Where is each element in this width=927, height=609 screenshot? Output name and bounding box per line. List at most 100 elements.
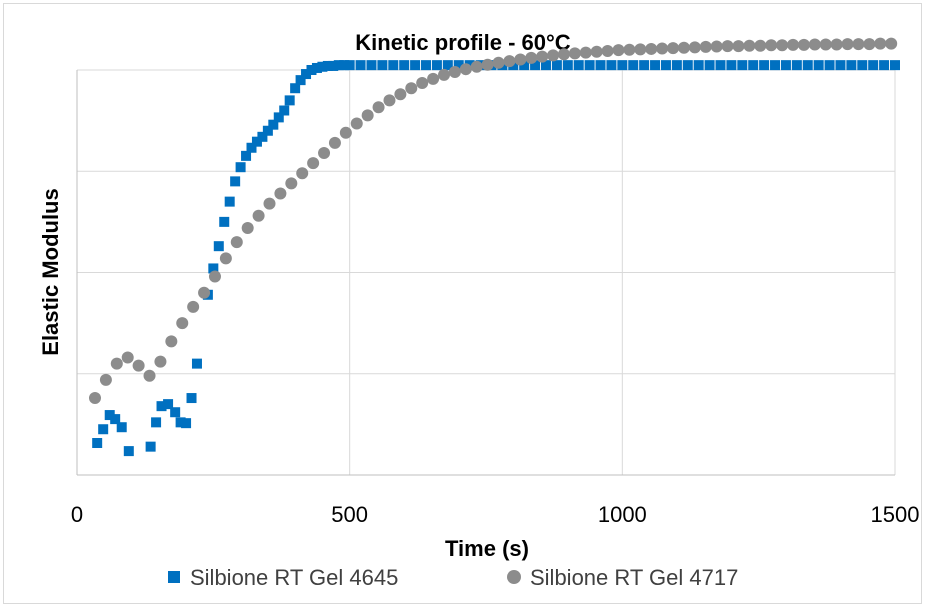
axes bbox=[76, 70, 895, 476]
data-point-4717 bbox=[350, 117, 363, 130]
data-point-4717 bbox=[525, 51, 538, 64]
data-point-4645 bbox=[339, 60, 350, 71]
data-point-4645 bbox=[650, 60, 661, 71]
data-point-4717 bbox=[492, 56, 505, 69]
data-point-4645 bbox=[219, 216, 230, 227]
data-point-4645 bbox=[279, 105, 290, 116]
data-point-4717 bbox=[787, 38, 800, 51]
data-point-4645 bbox=[366, 60, 377, 71]
data-point-4645 bbox=[399, 60, 410, 71]
data-point-4645 bbox=[737, 60, 748, 71]
data-point-4645 bbox=[295, 75, 306, 86]
data-point-4645 bbox=[519, 60, 530, 71]
data-point-4717 bbox=[765, 39, 778, 52]
data-point-4645 bbox=[377, 60, 388, 71]
data-point-4645 bbox=[584, 60, 595, 71]
data-point-4717 bbox=[503, 55, 516, 68]
gridlines bbox=[77, 69, 896, 475]
data-point-4717 bbox=[623, 43, 636, 56]
data-point-4645 bbox=[235, 162, 246, 173]
data-point-4645 bbox=[273, 112, 284, 123]
data-point-4645 bbox=[748, 60, 759, 71]
legend-marker-silbione-4717 bbox=[507, 570, 521, 584]
data-point-4645 bbox=[421, 60, 432, 71]
data-point-4717 bbox=[601, 44, 614, 57]
data-point-4645 bbox=[257, 131, 268, 142]
data-point-4645 bbox=[241, 150, 252, 161]
x-axis-title: Time (s) bbox=[445, 536, 529, 561]
data-point-4717 bbox=[438, 68, 451, 81]
data-point-4717 bbox=[808, 38, 821, 51]
data-point-4645 bbox=[268, 119, 279, 130]
data-point-4717 bbox=[252, 209, 265, 222]
data-point-4717 bbox=[165, 335, 178, 348]
chart-area bbox=[3, 3, 922, 604]
data-point-4717 bbox=[241, 221, 254, 234]
data-point-4717 bbox=[154, 355, 167, 368]
data-point-4717 bbox=[656, 42, 669, 55]
data-point-4717 bbox=[372, 101, 385, 114]
data-point-4645 bbox=[355, 60, 366, 71]
data-point-4645 bbox=[868, 60, 879, 71]
data-point-4645 bbox=[617, 60, 628, 71]
data-point-4645 bbox=[530, 60, 541, 71]
data-point-4645 bbox=[551, 60, 562, 71]
data-point-4645 bbox=[246, 142, 257, 153]
data-point-4645 bbox=[104, 410, 115, 421]
data-point-4645 bbox=[890, 60, 900, 71]
data-point-4645 bbox=[333, 60, 344, 71]
data-point-4717 bbox=[732, 40, 745, 53]
data-point-4645 bbox=[306, 65, 317, 75]
data-point-4645 bbox=[595, 60, 606, 71]
data-point-4717 bbox=[863, 38, 876, 51]
data-point-4645 bbox=[181, 418, 192, 429]
data-point-4645 bbox=[186, 393, 197, 404]
y-axis-title: Elastic Modulus bbox=[38, 188, 63, 355]
data-point-4717 bbox=[318, 147, 331, 160]
data-point-4717 bbox=[143, 369, 156, 382]
data-point-4717 bbox=[470, 60, 483, 73]
data-point-4645 bbox=[879, 60, 890, 71]
data-point-4645 bbox=[230, 176, 241, 187]
data-point-4717 bbox=[776, 39, 789, 52]
data-point-4717 bbox=[677, 41, 690, 54]
data-point-4645 bbox=[311, 62, 322, 73]
data-point-4645 bbox=[262, 125, 273, 136]
data-point-4645 bbox=[846, 60, 857, 71]
data-point-4717 bbox=[296, 167, 309, 180]
data-point-4717 bbox=[110, 357, 123, 370]
data-point-4645 bbox=[170, 407, 181, 418]
data-point-4645 bbox=[770, 60, 781, 71]
x-tick-label: 0 bbox=[71, 502, 83, 527]
data-point-4717 bbox=[219, 252, 232, 265]
data-point-4645 bbox=[98, 424, 109, 435]
data-point-4645 bbox=[802, 60, 813, 71]
data-point-4717 bbox=[568, 47, 581, 60]
data-point-4717 bbox=[416, 76, 429, 89]
data-point-4645 bbox=[284, 95, 295, 106]
data-point-4717 bbox=[121, 351, 134, 364]
data-point-4717 bbox=[885, 37, 898, 50]
data-point-4717 bbox=[841, 38, 854, 51]
data-point-4645 bbox=[813, 60, 824, 71]
legend-label-silbione-4717: Silbione RT Gel 4717 bbox=[530, 565, 738, 590]
data-point-4717 bbox=[198, 286, 211, 299]
data-point-4717 bbox=[481, 58, 494, 71]
data-point-4645 bbox=[660, 60, 671, 71]
data-point-4717 bbox=[99, 373, 112, 386]
data-point-4717 bbox=[536, 50, 549, 63]
data-point-4645 bbox=[175, 417, 186, 428]
data-point-4717 bbox=[667, 42, 680, 55]
data-point-4645 bbox=[704, 60, 715, 71]
data-point-4645 bbox=[388, 60, 399, 71]
data-point-4717 bbox=[830, 38, 843, 51]
x-tick-labels: 0 500 1000 1500 bbox=[71, 502, 920, 527]
data-point-4717 bbox=[699, 40, 712, 53]
data-point-4717 bbox=[285, 177, 298, 190]
data-point-4645 bbox=[328, 60, 339, 71]
data-point-4717 bbox=[361, 109, 374, 122]
data-point-4645 bbox=[540, 60, 551, 71]
data-point-4645 bbox=[693, 60, 704, 71]
data-point-4645 bbox=[835, 60, 846, 71]
